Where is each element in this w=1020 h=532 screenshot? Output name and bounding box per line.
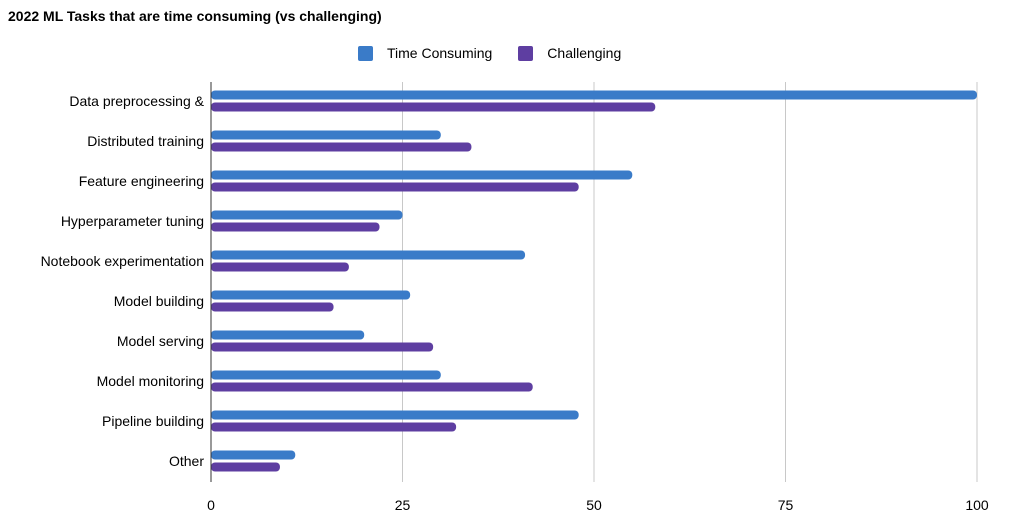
bar-time-consuming[interactable] (211, 410, 579, 420)
bar-challenging[interactable] (211, 462, 280, 472)
bar-time-consuming[interactable] (211, 330, 365, 340)
bar-time-consuming[interactable] (211, 250, 526, 260)
category-label: Hyperparameter tuning (61, 213, 204, 229)
bar-challenging[interactable] (211, 182, 579, 192)
category-label: Model serving (117, 333, 204, 349)
bar-challenging[interactable] (211, 102, 656, 112)
bar-time-consuming[interactable] (211, 170, 633, 180)
bar-challenging[interactable] (211, 222, 380, 232)
bar-time-consuming[interactable] (211, 210, 403, 220)
legend-swatch-time-consuming (358, 45, 373, 61)
bar-challenging[interactable] (211, 262, 349, 272)
bar-challenging[interactable] (211, 342, 434, 352)
category-label: Notebook experimentation (41, 253, 204, 269)
x-tick-label: 50 (586, 497, 602, 513)
legend-label-time-consuming: Time Consuming (387, 45, 493, 61)
bar-time-consuming[interactable] (211, 370, 441, 380)
bar-challenging[interactable] (211, 142, 472, 152)
category-label: Other (169, 453, 204, 469)
legend-label-challenging: Challenging (547, 45, 622, 61)
x-tick-label: 0 (207, 497, 215, 513)
category-label: Data preprocessing & (69, 93, 204, 109)
legend-item-challenging[interactable]: Challenging (518, 45, 621, 61)
chart-title: 2022 ML Tasks that are time consuming (v… (8, 8, 382, 24)
bar-time-consuming[interactable] (211, 450, 296, 460)
category-label: Feature engineering (79, 173, 204, 189)
category-label: Model building (114, 293, 204, 309)
bar-challenging[interactable] (211, 302, 334, 312)
bar-time-consuming[interactable] (211, 130, 441, 140)
bar-time-consuming[interactable] (211, 90, 977, 100)
bar-challenging[interactable] (211, 382, 533, 392)
x-tick-label: 75 (778, 497, 794, 513)
legend: Time Consuming Challenging (358, 45, 647, 61)
legend-item-time-consuming[interactable]: Time Consuming (358, 45, 492, 61)
legend-swatch-challenging (518, 45, 534, 61)
x-tick-label: 25 (395, 497, 411, 513)
bar-time-consuming[interactable] (211, 290, 411, 300)
bar-challenging[interactable] (211, 422, 457, 432)
category-label: Model monitoring (97, 373, 204, 389)
category-label: Pipeline building (102, 413, 204, 429)
category-label: Distributed training (87, 133, 204, 149)
x-tick-label: 100 (965, 497, 989, 513)
